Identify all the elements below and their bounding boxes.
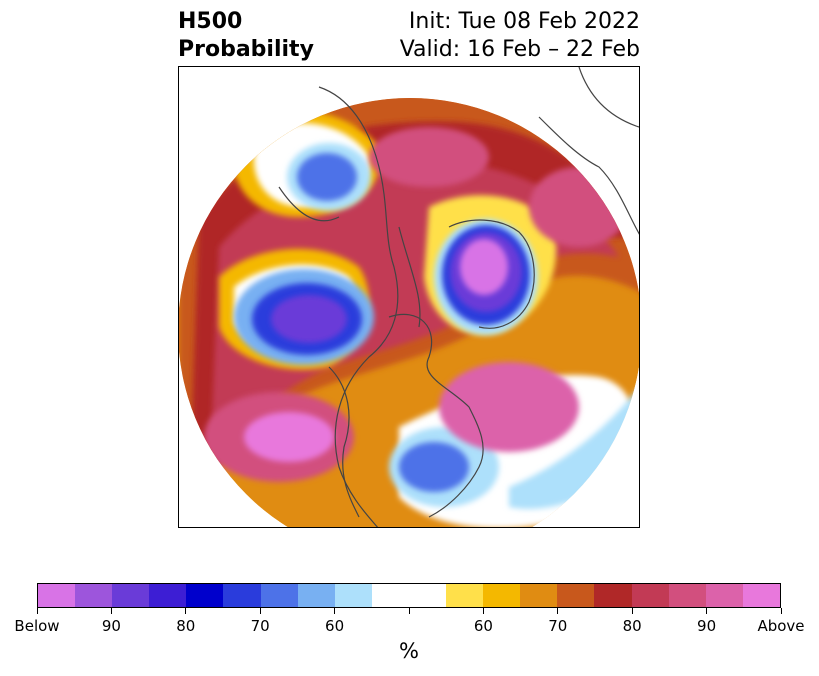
colorbar-segment [631,584,669,607]
title-valid-range: Valid: 16 Feb – 22 Feb [399,37,640,62]
colorbar-segment [742,584,780,607]
chart-title-right: Init: Tue 08 Feb 2022 Valid: 16 Feb – 22… [400,8,640,64]
colorbar-tick-mark [557,608,559,614]
colorbar-tick-label: Below [14,617,60,635]
title-init-time: Init: Tue 08 Feb 2022 [408,9,640,34]
colorbar-segment [112,584,150,607]
above-area-east-core [439,362,579,452]
colorbar-segment [408,584,447,607]
colorbar-tick-mark [36,608,38,614]
colorbar-tick-mark [408,608,410,614]
polar-map [178,66,640,528]
colorbar-tick-mark [259,608,261,614]
colorbar-tick-label: 70 [548,617,568,635]
colorbar-segment [38,584,76,607]
colorbar-tick-mark [110,608,112,614]
below-area-west-core [271,295,347,343]
colorbar-tick-mark [706,608,708,614]
colorbar-tick-mark [334,608,336,614]
title-product: Probability [178,37,314,62]
colorbar-tick-label: 90 [101,617,121,635]
colorbar-segment [149,584,187,607]
colorbar-segment [75,584,113,607]
above-area-ne-core [529,167,629,247]
colorbar-tick-label: 70 [250,617,270,635]
colorbar-segment [557,584,595,607]
colorbar-segment [186,584,224,607]
colorbar-tick-label: 80 [176,617,196,635]
colorbar-tick-mark [780,608,782,614]
below-area-nw-core [297,153,357,201]
below-area-south-core [399,442,469,492]
colorbar-tick-label: 80 [622,617,642,635]
colorbar-tick-label: 90 [697,617,717,635]
below-area-pole-core [460,239,508,295]
colorbar-segment [371,584,409,607]
colorbar-segment [705,584,743,607]
colorbar-segment [668,584,706,607]
above-area-south-core [244,412,334,462]
colorbar-tick-mark [185,608,187,614]
colorbar-tick-label: 60 [325,617,345,635]
coastlines [278,67,639,527]
colorbar-segment [520,584,558,607]
colorbar-tick-label: 60 [473,617,493,635]
colorbar-segment [446,584,484,607]
colorbar-segment [297,584,335,607]
above-area-north-core [369,127,489,187]
chart-title-left: H500 Probability [178,8,314,64]
colorbar-unit-label: % [399,639,419,663]
colorbar [37,583,781,608]
colorbar-tick-mark [631,608,633,614]
colorbar-segment [334,584,372,607]
colorbar-tick-label: Above [757,617,805,635]
colorbar-segment [260,584,298,607]
title-variable: H500 [178,9,243,34]
colorbar-segment [483,584,521,607]
colorbar-segment [223,584,261,607]
probability-map-svg [179,67,639,527]
colorbar-tick-mark [482,608,484,614]
colorbar-segment [594,584,632,607]
